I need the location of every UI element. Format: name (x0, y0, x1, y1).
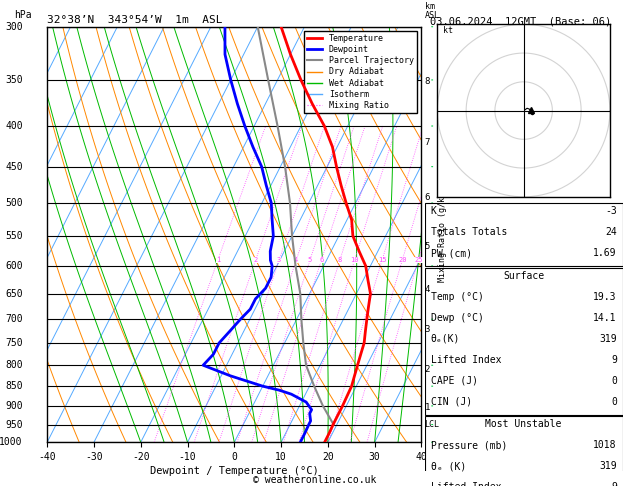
Text: 2: 2 (425, 365, 430, 374)
Text: 550: 550 (5, 231, 23, 241)
Text: © weatheronline.co.uk: © weatheronline.co.uk (253, 475, 376, 485)
Text: 0: 0 (611, 397, 617, 407)
Text: 24: 24 (605, 227, 617, 237)
Text: 8: 8 (338, 257, 342, 263)
Text: 14.1: 14.1 (593, 312, 617, 323)
Text: Most Unstable: Most Unstable (486, 419, 562, 429)
Text: 300: 300 (5, 22, 23, 32)
Text: 10: 10 (350, 257, 359, 263)
Text: -3: -3 (605, 206, 617, 216)
Text: 750: 750 (5, 338, 23, 348)
Text: 9: 9 (611, 355, 617, 365)
Text: Lifted Index: Lifted Index (430, 483, 501, 486)
Text: 6: 6 (425, 193, 430, 202)
Text: 1.69: 1.69 (593, 248, 617, 258)
Text: 800: 800 (5, 360, 23, 370)
Text: 350: 350 (5, 75, 23, 85)
Text: 450: 450 (5, 162, 23, 172)
Text: K: K (430, 206, 437, 216)
Text: Dewp (°C): Dewp (°C) (430, 312, 484, 323)
Text: 950: 950 (5, 419, 23, 430)
Text: 8: 8 (425, 77, 430, 87)
Text: 2: 2 (253, 257, 258, 263)
Text: 1018: 1018 (593, 440, 617, 451)
Text: 3: 3 (425, 325, 430, 334)
Text: 850: 850 (5, 381, 23, 391)
Text: 03.06.2024  12GMT  (Base: 06): 03.06.2024 12GMT (Base: 06) (430, 17, 611, 27)
Text: 600: 600 (5, 261, 23, 271)
Text: Temp (°C): Temp (°C) (430, 292, 484, 302)
Text: 4: 4 (294, 257, 298, 263)
Text: 1000: 1000 (0, 437, 23, 447)
Text: 900: 900 (5, 401, 23, 411)
Text: 32°38’N  343°54’W  1m  ASL: 32°38’N 343°54’W 1m ASL (47, 15, 223, 25)
Text: 650: 650 (5, 289, 23, 298)
Text: Lifted Index: Lifted Index (430, 355, 501, 365)
Text: 4: 4 (425, 285, 430, 295)
Text: 15: 15 (378, 257, 386, 263)
Text: 19.3: 19.3 (593, 292, 617, 302)
Text: 25: 25 (414, 257, 423, 263)
Text: Totals Totals: Totals Totals (430, 227, 507, 237)
Text: 400: 400 (5, 121, 23, 131)
Text: 0: 0 (611, 376, 617, 386)
Text: Pressure (mb): Pressure (mb) (430, 440, 507, 451)
Text: 319: 319 (599, 334, 617, 344)
Text: 6: 6 (320, 257, 323, 263)
Text: PW (cm): PW (cm) (430, 248, 472, 258)
Text: 1: 1 (216, 257, 220, 263)
Text: Surface: Surface (503, 271, 544, 280)
Text: 5: 5 (308, 257, 312, 263)
Legend: Temperature, Dewpoint, Parcel Trajectory, Dry Adiabat, Wet Adiabat, Isotherm, Mi: Temperature, Dewpoint, Parcel Trajectory… (304, 31, 417, 113)
Text: 1: 1 (425, 403, 430, 412)
Text: 500: 500 (5, 198, 23, 208)
Text: Mixing Ratio (g/kg): Mixing Ratio (g/kg) (438, 187, 447, 282)
Text: CAPE (J): CAPE (J) (430, 376, 477, 386)
Text: 5: 5 (425, 242, 430, 251)
Bar (425, 203, 623, 266)
Text: 20: 20 (398, 257, 406, 263)
Text: CIN (J): CIN (J) (430, 397, 472, 407)
Text: kt: kt (443, 26, 453, 35)
X-axis label: Dewpoint / Temperature (°C): Dewpoint / Temperature (°C) (150, 466, 319, 476)
Bar (425, 267, 623, 415)
Text: 700: 700 (5, 314, 23, 324)
Bar (425, 416, 623, 486)
Text: 7: 7 (425, 139, 430, 147)
Text: 319: 319 (599, 461, 617, 471)
Text: km
ASL: km ASL (425, 2, 440, 20)
Text: 3: 3 (277, 257, 281, 263)
Text: θₑ (K): θₑ (K) (430, 461, 465, 471)
Text: LCL: LCL (425, 420, 440, 429)
Text: hPa: hPa (14, 11, 31, 20)
Text: 9: 9 (611, 483, 617, 486)
Text: θₑ(K): θₑ(K) (430, 334, 460, 344)
